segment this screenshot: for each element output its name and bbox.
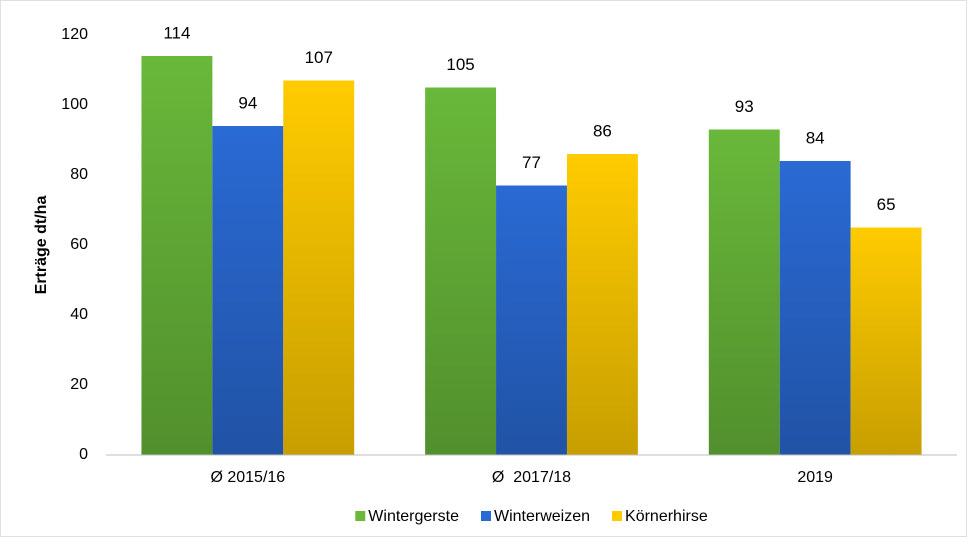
legend-swatch [612,511,623,521]
value-label: 107 [305,48,333,67]
y-tick-label: 60 [70,236,88,253]
y-tick-label: 80 [70,166,88,183]
y-tick-label: 0 [79,446,88,463]
legend: Wintergerste Winterweizen Körnerhirse [355,508,708,525]
value-label: 105 [446,55,474,74]
bar [141,56,213,455]
legend-swatch [480,511,491,521]
x-tick-label: Ø 2017/18 [492,469,571,486]
value-label: 114 [163,23,190,42]
legend-label: Wintergerste [368,508,459,525]
y-tick-label: 20 [70,376,88,393]
bar [212,126,284,455]
x-tick-label: 2019 [797,469,833,486]
y-tick-label: 100 [61,96,88,113]
x-tick-label: Ø 2015/16 [210,469,285,486]
bar [779,161,851,455]
value-label: 65 [877,195,896,214]
value-label: 84 [806,128,825,147]
bar [708,129,780,455]
value-label: 86 [593,121,612,140]
bar [283,80,355,455]
legend-swatch [355,511,366,521]
y-tick-label: 40 [70,306,88,323]
bar [850,227,922,455]
legend-label: Körnerhirse [625,508,708,525]
y-axis-title: Erträge dt/ha [33,196,50,295]
value-label: 93 [735,97,754,116]
bar [566,154,638,455]
value-label: 94 [238,93,257,112]
bar [496,185,567,455]
legend-label: Winterweizen [494,508,590,525]
y-tick-label: 120 [61,26,88,43]
value-label: 77 [522,153,541,172]
bar [425,87,497,455]
